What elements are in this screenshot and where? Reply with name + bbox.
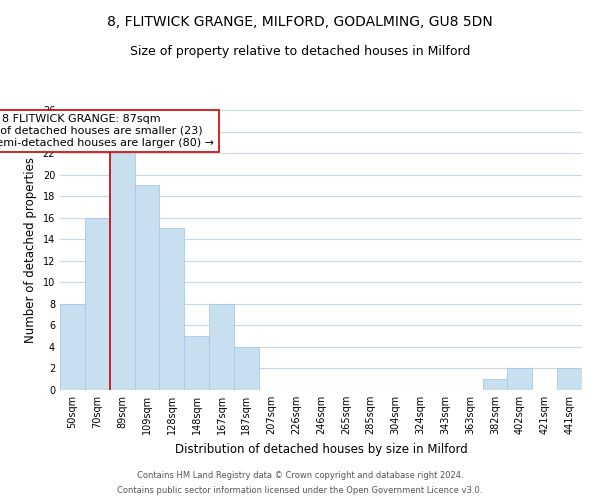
Text: Contains public sector information licensed under the Open Government Licence v3: Contains public sector information licen… [118,486,482,495]
X-axis label: Distribution of detached houses by size in Milford: Distribution of detached houses by size … [175,442,467,456]
Text: Contains HM Land Registry data © Crown copyright and database right 2024.: Contains HM Land Registry data © Crown c… [137,471,463,480]
Text: Size of property relative to detached houses in Milford: Size of property relative to detached ho… [130,45,470,58]
Bar [508,368,532,390]
Bar [60,304,85,390]
Text: 8 FLITWICK GRANGE: 87sqm
← 22% of detached houses are smaller (23)
78% of semi-d: 8 FLITWICK GRANGE: 87sqm ← 22% of detach… [0,114,214,148]
Bar [85,218,110,390]
Bar [482,379,508,390]
Bar [184,336,209,390]
Text: 8, FLITWICK GRANGE, MILFORD, GODALMING, GU8 5DN: 8, FLITWICK GRANGE, MILFORD, GODALMING, … [107,15,493,29]
Bar [234,347,259,390]
Bar [557,368,582,390]
Bar [160,228,184,390]
Bar [134,186,160,390]
Bar [110,153,134,390]
Bar [209,304,234,390]
Y-axis label: Number of detached properties: Number of detached properties [24,157,37,343]
